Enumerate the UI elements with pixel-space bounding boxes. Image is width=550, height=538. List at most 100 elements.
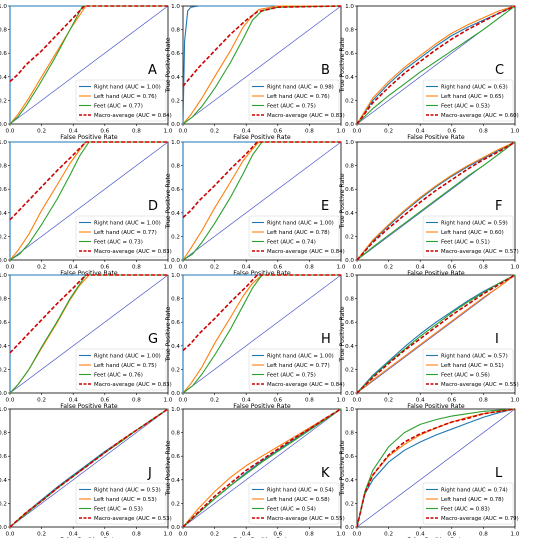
series-line-feet: [356, 274, 516, 394]
x-tick-label: 0.8: [132, 532, 141, 538]
y-tick-label: 0.0: [171, 258, 180, 264]
y-tick-label: 0.4: [345, 211, 354, 217]
y-tick-label: 0.2: [345, 98, 354, 104]
legend: Right hand (AUC = 0.57) Left hand (AUC = …: [422, 348, 519, 391]
legend-label: Left hand (AUC = 0.65): [441, 94, 504, 100]
legend: Right hand (AUC = 0.98) Left hand (AUC = …: [248, 79, 345, 122]
legend: Right hand (AUC = 1.00) Left hand (AUC = …: [248, 348, 345, 391]
legend-label: Macro-average (AUC = 0.84): [94, 113, 172, 119]
legend: Right hand (AUC = 0.54) Left hand (AUC = …: [248, 482, 345, 525]
legend-box: [422, 215, 514, 258]
y-tick-label: 0.8: [0, 164, 7, 170]
chance-diagonal: [182, 408, 342, 528]
y-tick-label: 0.6: [0, 320, 7, 326]
y-tick-label: 1.0: [0, 4, 7, 10]
x-tick-label: 1.0: [511, 532, 520, 538]
series-line-feet: [182, 141, 341, 261]
series-line-left: [356, 141, 516, 261]
panel-letter: E: [321, 199, 329, 214]
legend-box: [75, 79, 167, 122]
y-tick-label: 1.0: [345, 407, 354, 413]
legend-label: Feet (AUC = 0.51): [441, 240, 490, 246]
y-tick-label: 0.6: [171, 454, 180, 460]
legend-box: [248, 482, 340, 525]
x-tick-label: 0.8: [479, 129, 488, 135]
chance-diagonal: [182, 5, 342, 125]
x-tick-label: 0.4: [416, 265, 425, 271]
y-tick-label: 0.8: [171, 164, 180, 170]
x-tick-label: 0.2: [384, 265, 393, 271]
y-tick-label: 0.6: [345, 51, 354, 57]
legend-label: Macro-average (AUC = 0.83): [94, 382, 172, 388]
legend-label: Macro-average (AUC = 0.84): [267, 249, 345, 255]
panel-letter: A: [148, 63, 157, 78]
legend-label: Left hand (AUC = 0.58): [267, 497, 330, 503]
y-tick-label: 0.4: [345, 478, 354, 484]
y-tick-label: 0.8: [171, 28, 180, 34]
x-tick-label: 0.4: [416, 398, 425, 404]
x-tick-label: 0.6: [447, 532, 456, 538]
legend-label: Left hand (AUC = 0.76): [94, 94, 157, 100]
chance-diagonal: [9, 141, 169, 261]
legend-box: [248, 79, 340, 122]
panel-a: 0.00.0 0.2 0.2 0.4 0.4 0.6 0.6 0.8 0.8 1.0 1.0 Fals…: [0, 4, 173, 141]
y-tick-label: 0.6: [0, 454, 7, 460]
legend-label: Left hand (AUC = 0.53): [94, 497, 157, 503]
legend: Right hand (AUC = 1.00) Left hand (AUC = …: [75, 79, 172, 122]
x-tick-label: 0.8: [305, 532, 314, 538]
series-line-feet: [9, 5, 168, 125]
legend-box: [75, 348, 167, 391]
y-tick-label: 0.8: [345, 164, 354, 170]
x-tick-label: 0.6: [447, 129, 456, 135]
y-tick-label: 0.2: [0, 367, 7, 373]
x-axis-label: False Positive Rate: [233, 403, 291, 410]
chance-diagonal: [182, 141, 342, 261]
legend-label: Left hand (AUC = 0.77): [94, 230, 157, 236]
legend-label: Right hand (AUC = 0.53): [94, 488, 161, 494]
x-tick-label: 0.4: [242, 398, 251, 404]
series-line-left: [182, 141, 341, 261]
x-tick-label: 0.2: [384, 532, 393, 538]
x-tick-label: 0.4: [69, 265, 78, 271]
legend-box: [248, 215, 340, 258]
chance-diagonal: [9, 5, 169, 125]
x-tick-label: 1.0: [164, 532, 173, 538]
x-tick-label: 0.2: [37, 265, 46, 271]
y-tick-label: 1.0: [171, 140, 180, 146]
y-tick-label: 0.4: [0, 344, 7, 350]
x-tick-label: 1.0: [164, 265, 173, 271]
series-line-macro: [9, 274, 168, 354]
x-tick-label: 0.2: [210, 129, 219, 135]
legend-label: Right hand (AUC = 0.59): [441, 221, 508, 227]
y-axis-label: True Positive Rate: [339, 173, 346, 229]
legend-label: Left hand (AUC = 0.51): [441, 363, 504, 369]
y-tick-label: 1.0: [171, 273, 180, 279]
legend-label: Right hand (AUC = 1.00): [267, 354, 334, 360]
legend-label: Feet (AUC = 0.56): [441, 373, 490, 379]
y-tick-label: 0.0: [345, 391, 354, 397]
x-tick-label: 1.0: [164, 398, 173, 404]
panel-letter: G: [148, 332, 158, 347]
series-line-left: [182, 274, 341, 394]
x-tick-label: 0.4: [416, 532, 425, 538]
x-axis-label: False Positive Rate: [60, 403, 118, 410]
panel-letter: H: [321, 332, 331, 347]
legend-label: Right hand (AUC = 1.00): [267, 221, 334, 227]
x-tick-label: 0.0: [353, 532, 362, 538]
x-tick-label: 0.6: [273, 532, 282, 538]
y-tick-label: 0.0: [345, 258, 354, 264]
y-tick-label: 0.4: [0, 211, 7, 217]
x-tick-label: 0.0: [179, 532, 188, 538]
y-tick-label: 1.0: [0, 273, 7, 279]
legend: Right hand (AUC = 1.00) Left hand (AUC = …: [75, 215, 172, 258]
legend-label: Right hand (AUC = 1.00): [94, 85, 161, 91]
legend-label: Macro-average (AUC = 0.83): [267, 113, 345, 119]
y-axis-label: True Positive Rate: [165, 306, 172, 362]
x-tick-label: 0.2: [210, 265, 219, 271]
x-tick-label: 1.0: [164, 129, 173, 135]
y-tick-label: 0.4: [171, 478, 180, 484]
chance-diagonal: [356, 408, 516, 528]
series-line-macro: [356, 5, 516, 125]
y-tick-label: 0.2: [171, 234, 180, 240]
